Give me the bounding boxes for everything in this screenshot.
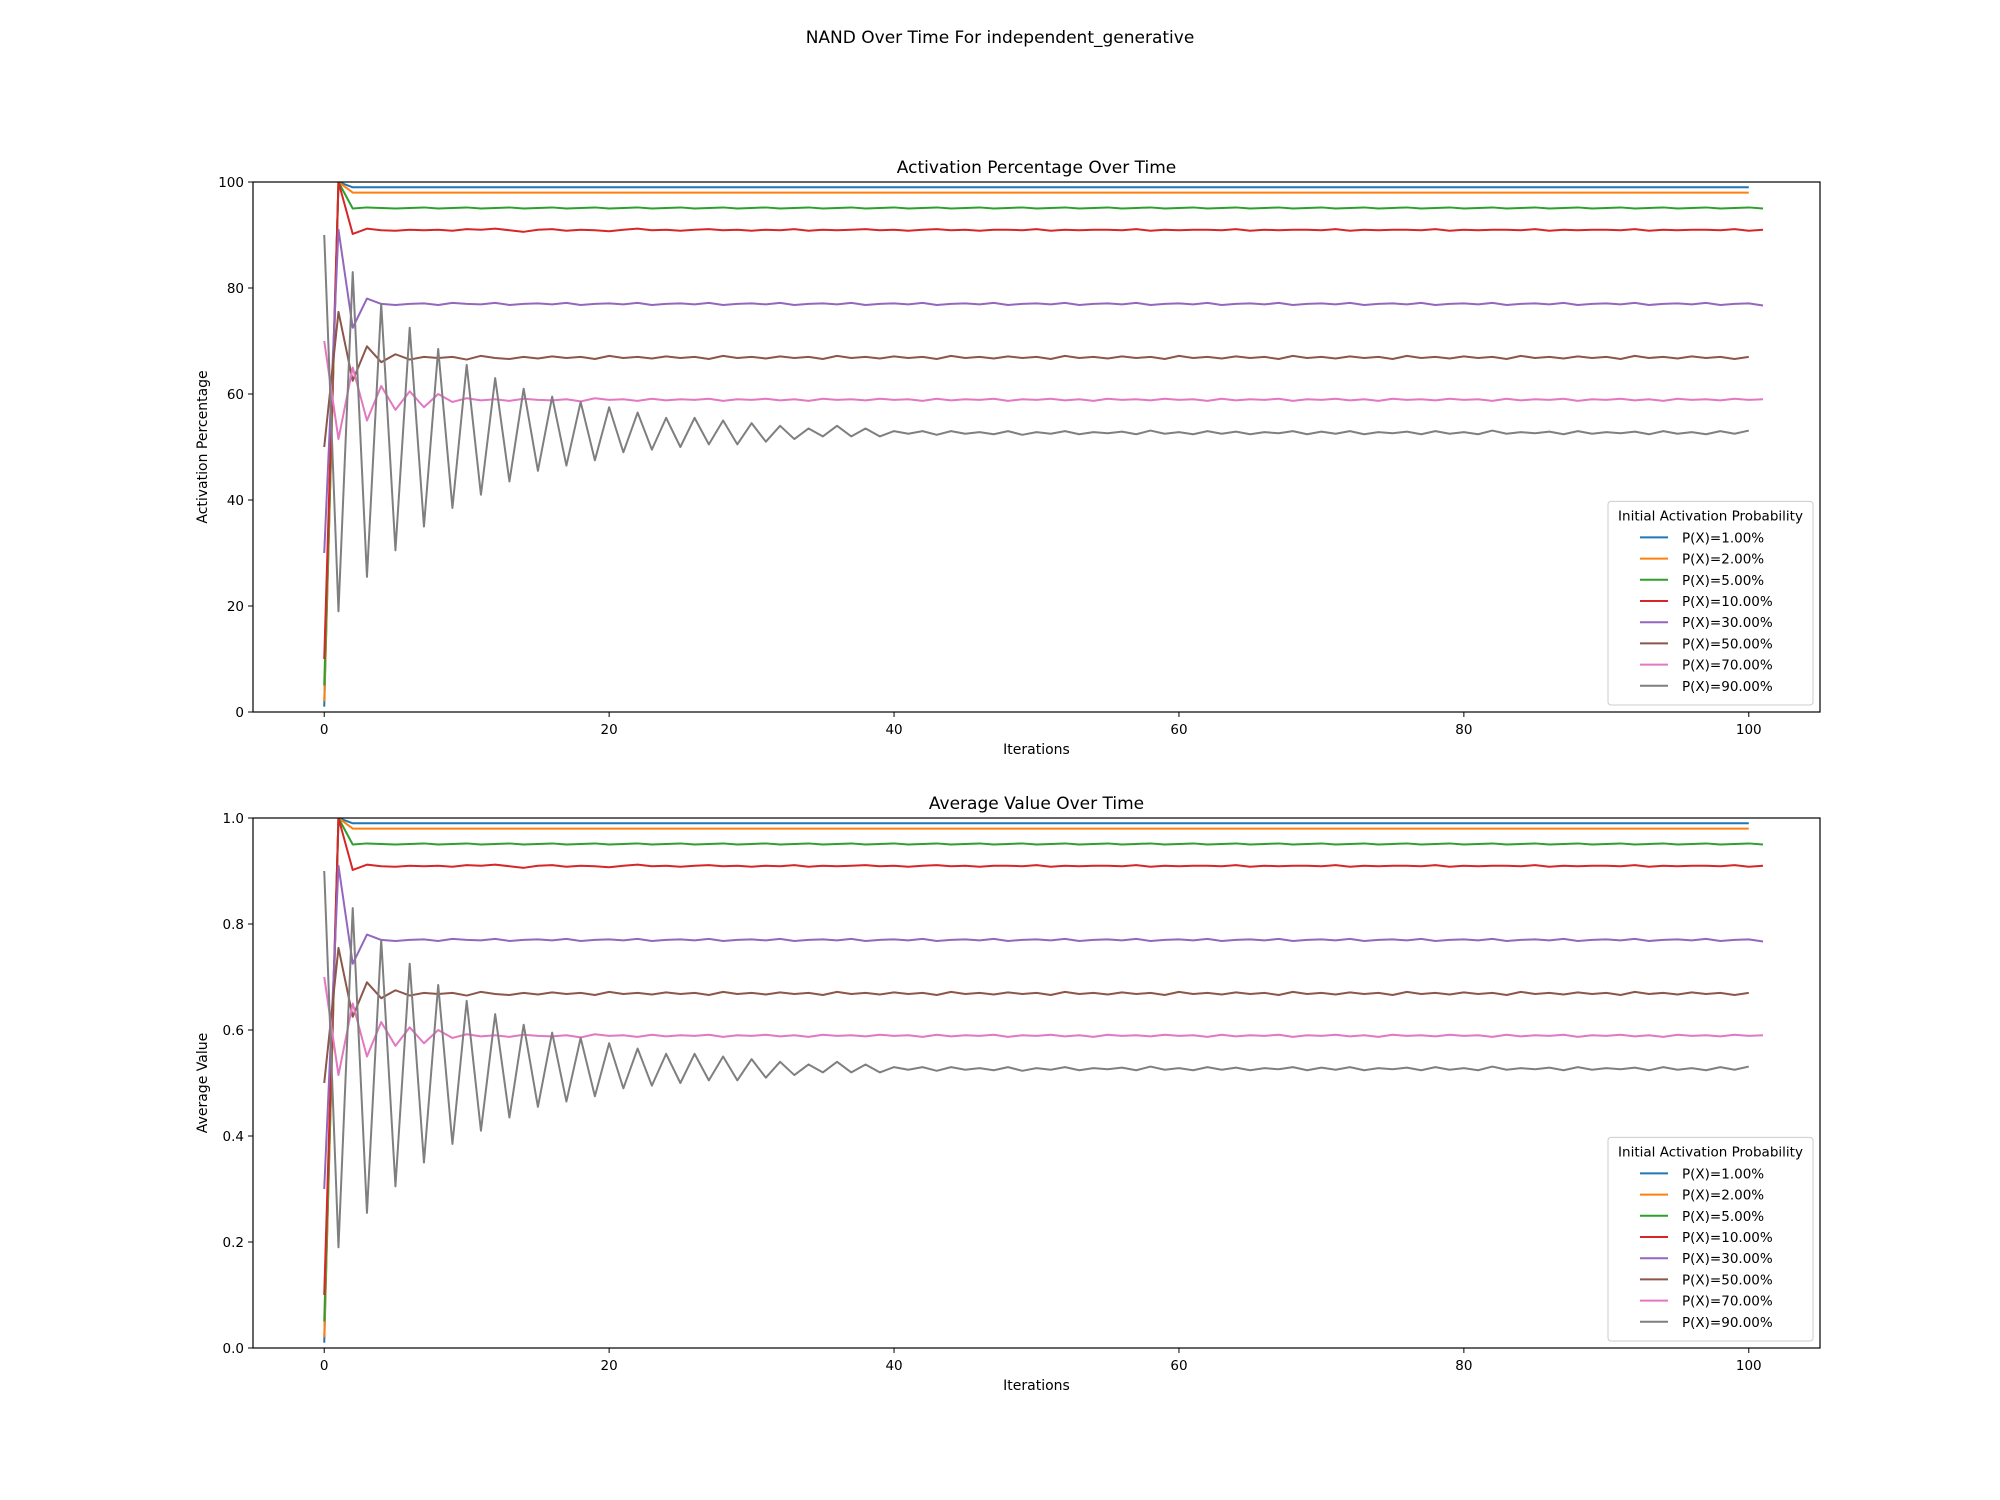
average-value-chart: Average Value Over Time 0 20 40 60 80 100 0.0 0.… [195, 794, 1821, 1394]
y-tick-label: 1.0 [223, 811, 244, 827]
y-tick-label: 0.0 [223, 1341, 244, 1357]
legend-title: Initial Activation Probability [1618, 1144, 1803, 1160]
series-line-3 [323, 818, 1764, 1296]
legend-label-7: P(X)=90.00% [1682, 679, 1773, 695]
y-axis-label: Average Value [195, 1033, 211, 1133]
legend-label-6: P(X)=70.00% [1682, 658, 1773, 674]
y-tick-label: 20 [227, 599, 244, 615]
plot-frame [252, 817, 1821, 1349]
x-tick-label: 0 [320, 1358, 329, 1374]
series-line-7 [323, 870, 1749, 1249]
legend-label-5: P(X)=50.00% [1682, 1272, 1773, 1288]
series-line-5 [323, 310, 1749, 448]
series-line-1 [323, 182, 1749, 702]
y-axis-label: Activation Percentage [195, 370, 211, 523]
series-lines [323, 818, 1764, 1343]
y-tick-label: 0.2 [223, 1235, 244, 1251]
legend-label-4: P(X)=30.00% [1682, 615, 1773, 631]
legend-label-6: P(X)=70.00% [1682, 1294, 1773, 1310]
series-line-6 [323, 340, 1764, 441]
series-line-3 [323, 182, 1764, 660]
legend-label-0: P(X)=1.00% [1682, 1166, 1764, 1182]
y-tick-label: 0.4 [223, 1129, 244, 1145]
legend-box [1607, 1136, 1814, 1342]
x-tick-label: 60 [1170, 1358, 1187, 1374]
legend-label-7: P(X)=90.00% [1682, 1315, 1773, 1331]
series-line-4 [323, 864, 1764, 1190]
plot-frame [252, 181, 1821, 713]
y-tick-label: 60 [227, 387, 244, 403]
series-line-2 [323, 818, 1764, 1322]
legend-label-3: P(X)=10.00% [1682, 594, 1773, 610]
series-line-0 [323, 182, 1749, 707]
series-line-6 [323, 976, 1764, 1077]
legend-label-3: P(X)=10.00% [1682, 1230, 1773, 1246]
legend-label-1: P(X)=2.00% [1682, 552, 1764, 568]
y-tick-label: 0 [235, 705, 244, 721]
y-tick-label: 100 [218, 175, 244, 191]
x-tick-label: 100 [1736, 1358, 1762, 1374]
legend-label-5: P(X)=50.00% [1682, 636, 1773, 652]
activation-percentage-chart: Activation Percentage Over Time 0 20 40 60 80… [195, 158, 1821, 758]
x-tick-label: 20 [601, 722, 618, 738]
y-tick-label: 0.8 [223, 917, 244, 933]
series-line-5 [323, 946, 1749, 1084]
figure-suptitle: NAND Over Time For independent_generativ… [806, 28, 1195, 48]
y-tick-label: 40 [227, 493, 244, 509]
x-axis-label: Iterations [1003, 1378, 1070, 1394]
legend-label-2: P(X)=5.00% [1682, 573, 1764, 589]
legend-label-4: P(X)=30.00% [1682, 1251, 1773, 1267]
x-tick-label: 40 [885, 1358, 902, 1374]
legend-box [1607, 500, 1814, 706]
series-line-1 [323, 818, 1749, 1338]
series-lines [323, 182, 1764, 707]
legend: Initial Activation Probability P(X)=1.00%… [1607, 1136, 1814, 1342]
legend-label-1: P(X)=2.00% [1682, 1188, 1764, 1204]
series-line-7 [323, 234, 1749, 613]
x-axis-label: Iterations [1003, 742, 1070, 758]
legend: Initial Activation Probability P(X)=1.00%… [1607, 500, 1814, 706]
series-line-0 [323, 818, 1749, 1343]
series-line-2 [323, 182, 1764, 686]
legend-label-0: P(X)=1.00% [1682, 530, 1764, 546]
x-tick-label: 60 [1170, 722, 1187, 738]
chart-title: Average Value Over Time [929, 794, 1144, 814]
x-tick-label: 80 [1455, 722, 1472, 738]
x-tick-label: 80 [1455, 1358, 1472, 1374]
series-line-4 [323, 228, 1764, 554]
legend-label-2: P(X)=5.00% [1682, 1209, 1764, 1225]
x-tick-label: 20 [601, 1358, 618, 1374]
y-tick-label: 0.6 [223, 1023, 244, 1039]
legend-title: Initial Activation Probability [1618, 508, 1803, 524]
x-tick-label: 0 [320, 722, 329, 738]
chart-title: Activation Percentage Over Time [897, 158, 1176, 178]
x-tick-label: 100 [1736, 722, 1762, 738]
y-tick-label: 80 [227, 281, 244, 297]
x-tick-label: 40 [885, 722, 902, 738]
